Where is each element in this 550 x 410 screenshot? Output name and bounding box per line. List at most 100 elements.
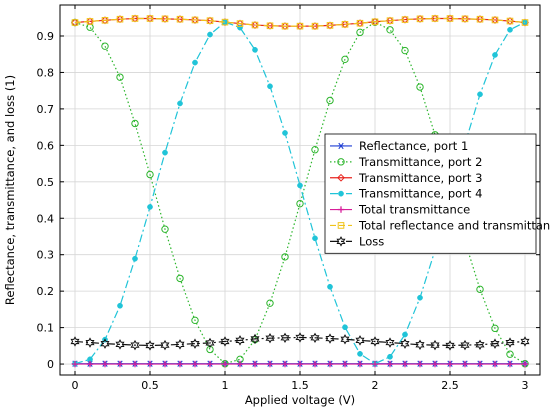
data-point (236, 360, 244, 368)
data-point (476, 15, 484, 23)
data-point (402, 331, 408, 338)
data-point (221, 360, 229, 368)
data-point (281, 360, 289, 368)
data-point (325, 333, 335, 344)
data-point (266, 22, 274, 30)
data-point (176, 15, 184, 23)
data-point (491, 324, 499, 333)
data-point (266, 360, 274, 368)
series-transmittance-port-4 (72, 19, 528, 367)
data-point (491, 360, 499, 368)
y-tick-label: 0.4 (37, 212, 55, 225)
data-point (235, 335, 245, 346)
data-point (311, 146, 319, 154)
y-axis-ticks: 0 0.1 0.2 0.3 0.4 0.5 0.6 0.7 0.8 0.9 (37, 30, 540, 371)
y-tick-label: 0 (47, 358, 54, 371)
data-point (311, 22, 319, 30)
data-point (282, 130, 288, 136)
data-point (326, 22, 334, 29)
data-point (416, 360, 424, 368)
data-point (116, 360, 124, 368)
data-point (415, 339, 425, 350)
data-point (161, 225, 169, 233)
data-point (401, 16, 409, 23)
data-point (207, 31, 213, 38)
y-tick-label: 0.6 (37, 139, 55, 152)
legend-label: Transmittance, port 3 (358, 171, 482, 185)
data-point (265, 332, 275, 344)
data-point (190, 338, 200, 349)
legend-item: Reflectance, port 1 (330, 139, 468, 153)
data-point (101, 17, 109, 24)
series-layer (70, 14, 530, 368)
x-axis-label: Applied voltage (V) (245, 393, 355, 407)
data-point (252, 46, 258, 53)
data-point (445, 340, 455, 351)
data-point (86, 18, 94, 25)
data-point (176, 360, 184, 368)
series-total-transmittance (71, 360, 529, 368)
data-point (520, 336, 530, 347)
data-point (401, 46, 409, 55)
legend-label: Total reflectance and transmittance (358, 218, 550, 232)
data-point (116, 15, 124, 23)
data-point (86, 360, 94, 368)
data-point (400, 338, 410, 349)
y-tick-label: 0.3 (37, 249, 55, 262)
data-point (191, 316, 199, 325)
y-tick-label: 0.5 (37, 176, 55, 189)
data-point (521, 360, 529, 368)
series-total-reflectance-and-transmittance (71, 15, 529, 30)
data-point (417, 294, 423, 301)
data-point (446, 360, 454, 368)
data-point (205, 337, 215, 349)
legend-marker (337, 158, 345, 166)
data-point (461, 360, 469, 368)
data-point (267, 83, 273, 90)
data-point (206, 360, 214, 368)
data-point (162, 149, 168, 156)
data-point (460, 339, 470, 351)
data-point (206, 17, 214, 24)
data-point (175, 339, 185, 350)
data-point (326, 96, 334, 105)
y-tick-label: 0.1 (37, 322, 55, 335)
data-point (326, 360, 334, 368)
data-point (342, 324, 348, 331)
legend-item: Total transmittance (330, 203, 470, 217)
data-point (281, 22, 289, 30)
data-point (221, 18, 229, 26)
data-point (491, 16, 499, 24)
data-point (117, 302, 123, 309)
data-point (385, 337, 395, 348)
series-loss (70, 332, 530, 351)
data-point (295, 332, 305, 343)
data-point (506, 17, 514, 25)
legend-item: Loss (330, 234, 384, 248)
data-point (461, 15, 469, 23)
data-point (477, 91, 483, 98)
data-point (160, 339, 170, 351)
data-point (147, 204, 153, 210)
x-tick-label: 1 (222, 379, 229, 392)
data-point (431, 15, 439, 22)
data-point (176, 274, 184, 283)
x-axis-ticks: 0 0.5 1 1.5 2 2.5 3 (72, 5, 529, 392)
data-point (416, 15, 424, 23)
legend-label: Reflectance, port 1 (359, 139, 468, 153)
legend-item: Transmittance, port 2 (330, 155, 482, 169)
legend-label: Total transmittance (358, 203, 470, 217)
data-point (146, 360, 154, 368)
data-point (386, 26, 394, 34)
data-point (250, 333, 260, 345)
data-point (506, 360, 514, 368)
x-tick-label: 0 (72, 379, 79, 392)
data-point (356, 19, 364, 27)
data-point (131, 119, 139, 128)
data-point (85, 337, 95, 348)
series-line (74, 336, 526, 347)
data-point (115, 339, 125, 350)
data-point (191, 360, 199, 368)
x-tick-label: 3 (522, 379, 529, 392)
